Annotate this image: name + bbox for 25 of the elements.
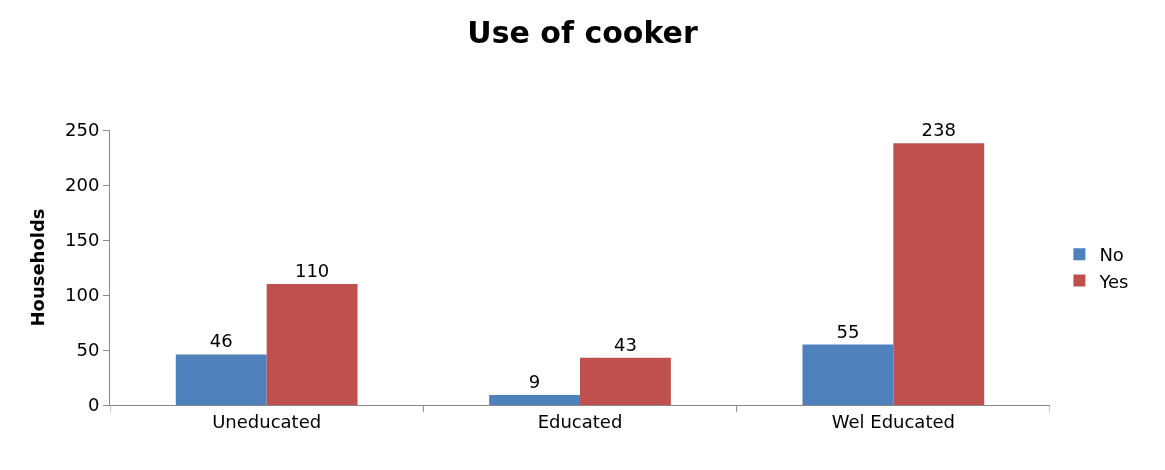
data-label: 46: [209, 330, 233, 352]
bar: [489, 395, 580, 405]
legend-label: No: [1099, 244, 1124, 266]
y-tick-label: 100: [65, 284, 100, 306]
bar: [175, 354, 267, 405]
bar: [580, 357, 671, 405]
y-tick-label: 50: [76, 339, 100, 361]
bar: [266, 284, 358, 405]
data-label: 238: [921, 119, 956, 141]
y-tick-label: 0: [87, 394, 100, 416]
bar: [802, 344, 894, 405]
data-label: 9: [528, 371, 541, 393]
legend-label: Yes: [1098, 270, 1129, 292]
y-axis-title: Households: [27, 208, 49, 327]
data-label: 110: [294, 260, 330, 281]
y-tick-label: 200: [65, 174, 100, 196]
x-tick-label: Uneducated: [212, 410, 322, 432]
bar: [893, 143, 985, 405]
data-label: 43: [613, 333, 637, 355]
y-tick-label: 250: [65, 119, 100, 141]
y-tick-label: 150: [65, 229, 100, 251]
x-tick-label: Wel Educated: [831, 410, 955, 432]
x-tick-label: Educated: [537, 410, 623, 432]
chart-title: Use of cooker: [467, 15, 698, 51]
data-label: 55: [836, 320, 860, 342]
